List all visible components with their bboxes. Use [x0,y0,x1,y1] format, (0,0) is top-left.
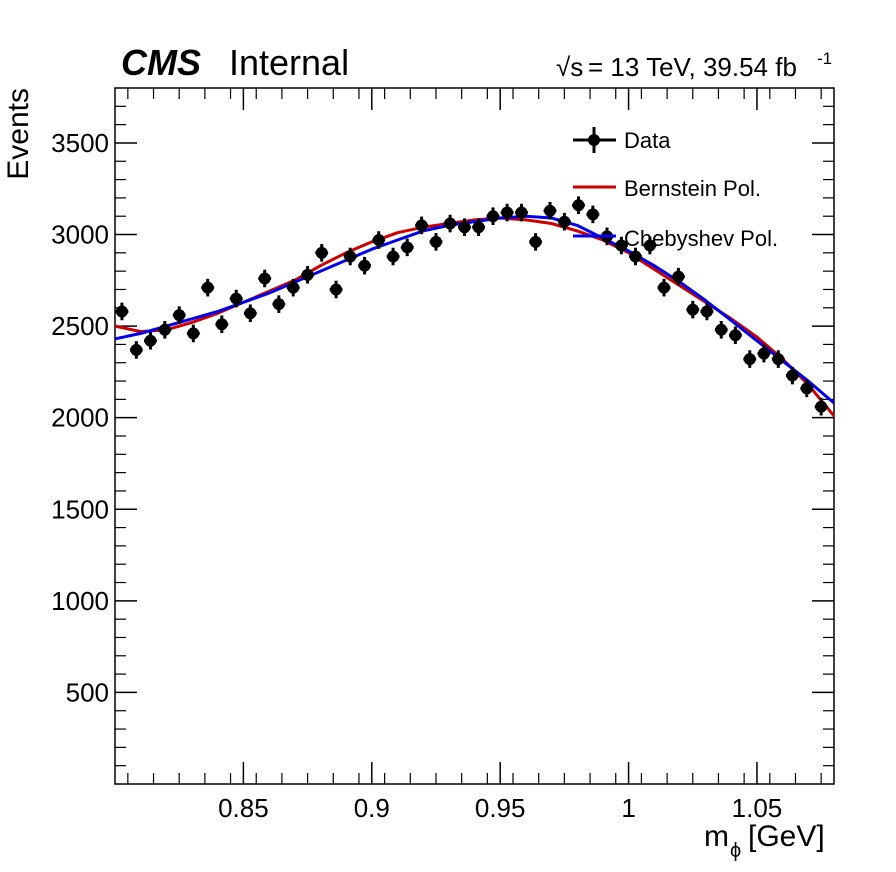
data-point [629,250,642,263]
data-point [358,259,371,272]
data-point [658,281,671,294]
y-tick-label: 3000 [51,220,109,250]
data-point [515,206,528,219]
y-tick-label: 2500 [51,311,109,341]
data-point [387,250,400,263]
sqrt-s-symbol: √s [556,52,583,82]
data-point [772,353,785,366]
data-point [729,329,742,342]
data-point [444,217,457,230]
data-point [201,281,214,294]
data-point [415,219,428,232]
legend-data-label: Data [624,128,671,153]
y-axis-label: Events [2,88,35,180]
energy-lumi-label: = 13 TeV, 39.54 fb [588,52,797,82]
axes: 0.85 0.9 0.95 1 1.05 500 1000 1500 2000 2500 3000 3… [51,88,834,823]
x-tick-label: 0.9 [354,793,390,823]
x-tick-label: 1.05 [732,793,783,823]
data-point [501,206,514,219]
data-point [301,268,314,281]
data-point [287,281,300,294]
data-point [215,318,228,331]
data-point [130,343,143,356]
data-point [330,283,343,296]
x-tick-label: 1 [621,793,635,823]
data-point [686,303,699,316]
data-point [486,210,499,223]
data-point [158,323,171,336]
data-point [543,204,556,217]
data-point [743,353,756,366]
data-point [715,323,728,336]
data-point [173,309,186,322]
data-point [458,221,471,234]
data-point [344,250,357,263]
data-point [586,208,599,221]
data-point [558,215,571,228]
cms-label: CMS [121,42,201,83]
legend-chebyshev-label: Chebyshev Pol. [624,226,778,251]
data-point [757,347,770,360]
x-axis-label-main: m [704,820,729,853]
data-point [800,382,813,395]
data-point [429,235,442,248]
data-point [315,246,328,259]
data-point [572,199,585,212]
x-tick-label: 0.95 [475,793,526,823]
data-point [615,239,628,252]
x-axis-label-unit: [GeV] [748,820,825,853]
data-point [144,334,157,347]
status-label: Internal [229,42,349,83]
data-point [244,307,257,320]
data-point [529,235,542,248]
data-point [786,369,799,382]
data-point [258,272,271,285]
legend-bernstein-label: Bernstein Pol. [624,176,761,201]
data-point [401,241,414,254]
data-point [815,400,828,413]
legend: Data Bernstein Pol. Chebyshev Pol. [573,127,778,251]
data-point [672,270,685,283]
legend-data-marker [588,134,600,146]
data-point [115,305,128,318]
lumi-exponent: -1 [817,49,832,68]
data-point [187,327,200,340]
x-axis-label-sub: ϕ [730,840,741,862]
data-point [372,234,385,247]
y-tick-label: 1000 [51,586,109,616]
y-tick-label: 3500 [51,128,109,158]
y-tick-label: 1500 [51,494,109,524]
data-point [700,305,713,318]
y-tick-label: 500 [66,677,109,707]
data-point [230,292,243,305]
x-tick-label: 0.85 [218,793,269,823]
data-points [115,196,828,416]
y-tick-label: 2000 [51,403,109,433]
data-point [272,298,285,311]
data-point [472,221,485,234]
data-point [643,239,656,252]
